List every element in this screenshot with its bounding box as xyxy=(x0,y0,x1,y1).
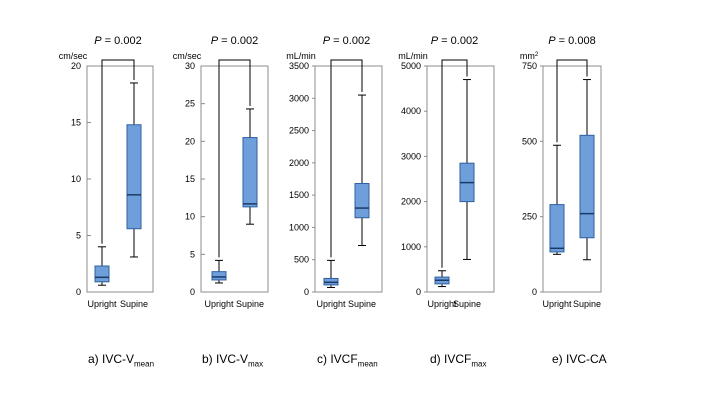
caption-d: d) IVCFmax xyxy=(430,352,487,369)
panel-1-y-tick-label: 20 xyxy=(71,61,81,71)
panel-4-significance-bracket xyxy=(441,59,468,268)
panel-2-box-upright-iqr xyxy=(211,271,227,281)
panel-5-y-tick-label: 750 xyxy=(522,61,537,71)
panel-5-x-label-supine: Supine xyxy=(573,299,601,309)
caption-a: a) IVC-Vmean xyxy=(88,352,155,369)
panel-2-p-value-symbol: P xyxy=(211,35,219,47)
panel-1-p-value: P = 0.002 xyxy=(94,35,141,47)
caption-b: b) IVC-Vmax xyxy=(202,352,264,369)
panel-2-y-tick-label: 25 xyxy=(185,99,195,109)
panel-4-y-tick-label: 2000 xyxy=(401,197,421,207)
panel-2-x-label-supine: Supine xyxy=(236,299,264,309)
caption-e: e) IVC-CA xyxy=(552,352,607,366)
panel-3-p-value: P = 0.002 xyxy=(323,35,370,47)
panel-1-p-value-symbol: P xyxy=(94,35,102,47)
panel-1-plot-frame xyxy=(86,65,154,293)
panel-3-p-value-number: = 0.002 xyxy=(330,35,370,47)
panel-4-y-tick-label: 1000 xyxy=(401,242,421,252)
panel-4-plot-frame xyxy=(426,65,495,293)
panel-1-y-tick-label: 10 xyxy=(71,174,81,184)
panel-5-plot-frame xyxy=(542,65,602,293)
panel-5-unit-label: mm2 xyxy=(520,51,539,61)
panel-3-y-tick-label: 1000 xyxy=(289,222,309,232)
panel-5-box-supine-iqr xyxy=(579,134,595,239)
panel-4-p-value: P = 0.002 xyxy=(431,35,478,47)
panel-1-y-tick-label: 5 xyxy=(76,231,81,241)
panel-2-plot-frame xyxy=(200,65,269,293)
panel-1-x-label-upright: Upright xyxy=(87,299,117,309)
panel-4-y-tick-label: 3000 xyxy=(401,151,421,161)
caption-c: c) IVCFmean xyxy=(317,352,378,369)
panel-5-x-label-upright: Upright xyxy=(542,299,572,309)
panel-3-box-supine-iqr xyxy=(354,183,370,219)
panel-3-y-tick-label: 0 xyxy=(304,287,309,297)
panel-1-y-tick-label: 15 xyxy=(71,118,81,128)
panel-3-y-tick-label: 3000 xyxy=(289,93,309,103)
panel-4-unit-label: mL/min xyxy=(398,51,428,61)
panel-5-y-tick-label: 0 xyxy=(532,287,537,297)
panel-4-y-tick-label: 4000 xyxy=(401,106,421,116)
panel-5-p-value-symbol: P xyxy=(548,35,556,47)
panel-2-y-tick-label: 10 xyxy=(185,212,195,222)
panel-1-significance-bracket xyxy=(101,59,135,244)
panel-4-x-label-upright: Upright xyxy=(427,299,457,309)
panel-3-y-tick-label: 1500 xyxy=(289,190,309,200)
panel-4-y-tick-label: 0 xyxy=(416,287,421,297)
panel-3-y-tick-label: 500 xyxy=(294,255,309,265)
panel-2-y-tick-label: 30 xyxy=(185,61,195,71)
panel-3-significance-bracket xyxy=(330,59,363,258)
panel-2-p-value: P = 0.002 xyxy=(211,35,258,47)
panel-2-y-tick-label: 20 xyxy=(185,136,195,146)
panel-3-y-tick-label: 2500 xyxy=(289,126,309,136)
panel-1-unit-label: cm/sec xyxy=(59,51,88,61)
panel-2-box-supine-iqr xyxy=(242,137,258,208)
panel-5-p-value-number: = 0.008 xyxy=(556,35,596,47)
panel-2-x-label-upright: Upright xyxy=(204,299,234,309)
panel-5-box-upright-iqr xyxy=(549,204,565,253)
panel-3-y-tick-label: 3500 xyxy=(289,61,309,71)
panel-5-y-tick-label: 500 xyxy=(522,136,537,146)
panel-2-unit-label: cm/sec xyxy=(173,51,202,61)
panel-4-x-label-supine: Supine xyxy=(453,299,481,309)
panel-3-y-tick-label: 2000 xyxy=(289,158,309,168)
panel-1-p-value-number: = 0.002 xyxy=(102,35,142,47)
panel-4-y-tick-label: 5000 xyxy=(401,61,421,71)
panel-3-x-label-supine: Supine xyxy=(348,299,376,309)
panel-3-x-label-upright: Upright xyxy=(316,299,346,309)
panel-5-significance-bracket xyxy=(556,59,588,143)
panel-1-box-upright-iqr xyxy=(94,265,110,283)
panel-1-y-tick-label: 0 xyxy=(76,287,81,297)
panel-4-p-value-number: = 0.002 xyxy=(438,35,478,47)
panel-5-y-tick-label: 250 xyxy=(522,212,537,222)
panel-2-significance-bracket xyxy=(218,59,251,258)
panel-3-p-value-symbol: P xyxy=(323,35,331,47)
panel-2-y-tick-label: 15 xyxy=(185,174,195,184)
panel-4-p-value-symbol: P xyxy=(431,35,439,47)
panel-1-box-supine-iqr xyxy=(126,124,142,230)
panel-2-y-tick-label: 5 xyxy=(190,249,195,259)
panel-3-plot-frame xyxy=(314,65,383,293)
panel-3-unit-label: mL/min xyxy=(286,51,316,61)
panel-1-x-label-supine: Supine xyxy=(120,299,148,309)
panel-5-unit-superscript: 2 xyxy=(535,52,539,58)
panel-2-p-value-number: = 0.002 xyxy=(218,35,258,47)
panel-5-p-value: P = 0.008 xyxy=(548,35,595,47)
panel-2-y-tick-label: 0 xyxy=(190,287,195,297)
